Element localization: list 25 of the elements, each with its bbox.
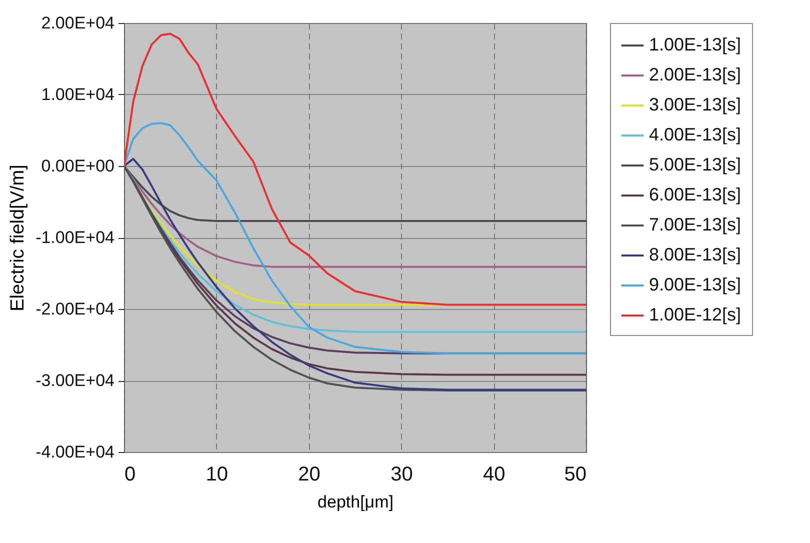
legend-label: 4.00E-13[s]	[649, 124, 742, 144]
y-tick-label: 1.00E+04	[41, 85, 114, 104]
x-tick-label: 0	[124, 464, 136, 486]
y-tick-label: -1.00E+04	[36, 228, 114, 247]
y-axis-title: Electric field[V/m]	[8, 164, 29, 312]
legend-label: 1.00E-13[s]	[649, 34, 742, 54]
legend-label: 2.00E-13[s]	[649, 64, 742, 84]
legend-label: 7.00E-13[s]	[649, 214, 742, 234]
legend-label: 8.00E-13[s]	[649, 244, 742, 264]
x-tick-label: 10	[206, 464, 228, 486]
x-tick-label: 20	[298, 464, 320, 486]
y-tick-label: 2.00E+04	[41, 14, 114, 32]
x-tick-label: 40	[482, 464, 506, 486]
legend-label: 9.00E-13[s]	[649, 274, 742, 294]
y-tick-label: 0.00E+00	[41, 156, 114, 176]
y-tick-label: -4.00E+04	[36, 442, 114, 462]
x-axis-title: depth[μm]	[318, 492, 394, 512]
legend-label: 5.00E-13[s]	[649, 154, 742, 174]
x-tick-label: 50	[564, 464, 586, 486]
legend-label: 6.00E-13[s]	[649, 184, 742, 204]
y-tick-label: -3.00E+04	[36, 371, 114, 390]
legend-label: 3.00E-13[s]	[649, 94, 742, 114]
y-tick-label: -2.00E+04	[36, 300, 114, 318]
x-tick-label: 30	[390, 464, 413, 486]
legend-label: 1.00E-12[s]	[649, 304, 742, 324]
